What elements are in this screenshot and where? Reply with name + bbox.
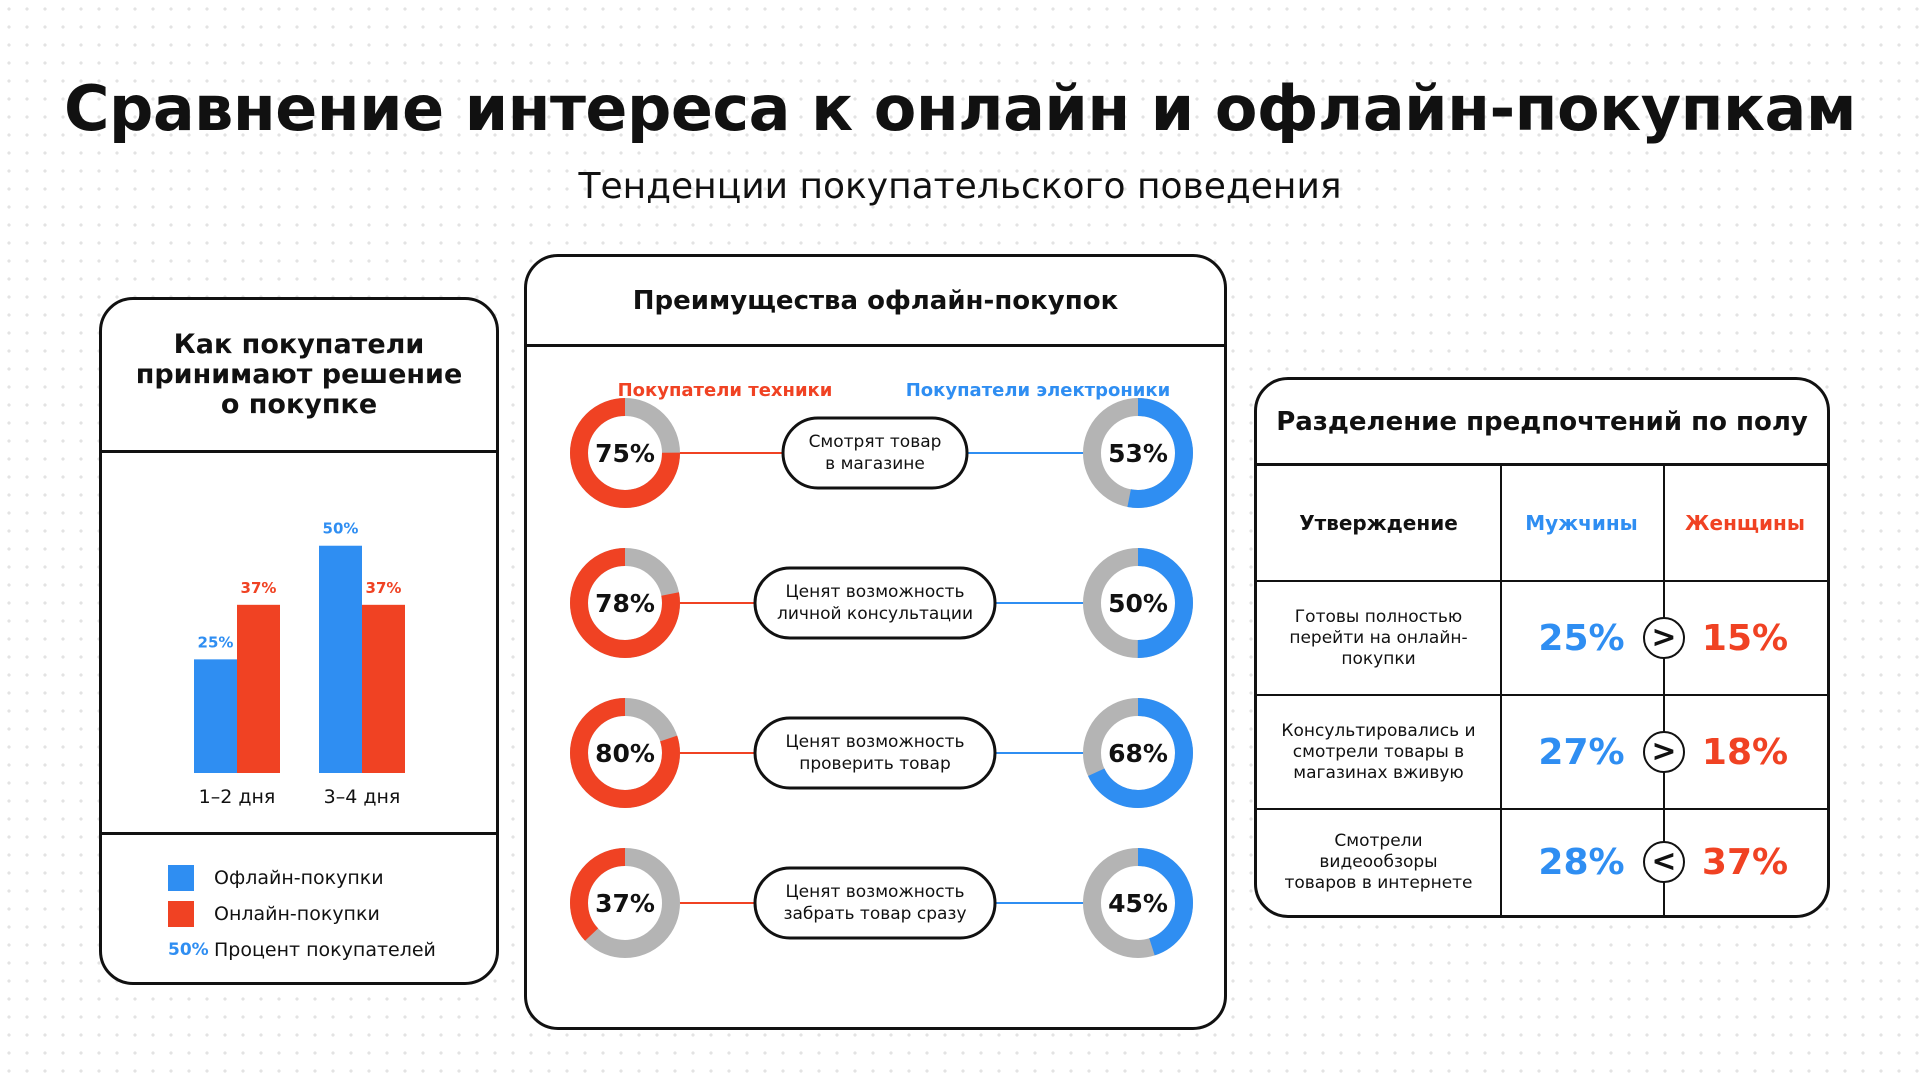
decision-card: Как покупатели принимают решение о покуп… xyxy=(99,297,499,985)
bar-online xyxy=(362,604,405,773)
table-cell-statement: Смотрели видеообзоры товаров в интернете xyxy=(1284,831,1473,893)
table-row-divider xyxy=(1257,808,1827,810)
benefit-pill xyxy=(781,416,969,490)
legend-swatch-online xyxy=(168,901,194,927)
legend-divider xyxy=(102,832,496,835)
right-group-label: Покупатели электроники xyxy=(906,380,1171,401)
page-subtitle: Тенденции покупательского поведения xyxy=(578,166,1342,207)
legend-pct-sample: 50% xyxy=(168,940,209,960)
legend-label-percent: Процент покупателей xyxy=(214,939,436,961)
table-cell-men: 28% xyxy=(1538,842,1625,883)
gender-card: Разделение предпочтений по полу Утвержде… xyxy=(1254,377,1830,918)
legend-item-online: Онлайн-покупки xyxy=(168,896,436,932)
benefit-label: Ценят возможность проверить товар xyxy=(785,732,964,774)
x-tick-label: 3–4 дня xyxy=(324,786,401,808)
legend-swatch-offline xyxy=(168,865,194,891)
bar-offline xyxy=(194,659,237,773)
col-header-statement: Утверждение xyxy=(1299,511,1458,535)
bar-offline xyxy=(319,545,362,773)
bar-online-label: 37% xyxy=(241,579,277,597)
bar-legend: Офлайн-покупки Онлайн-покупки 50% Процен… xyxy=(168,860,436,968)
compare-icon: > xyxy=(1643,617,1685,659)
benefit-pill xyxy=(753,716,997,790)
legend-label-online: Онлайн-покупки xyxy=(214,903,380,925)
left-donut-arc xyxy=(570,548,680,658)
right-donut-value: 53% xyxy=(1108,439,1168,468)
bar-offline-label: 50% xyxy=(323,520,359,538)
table-row-divider xyxy=(1257,580,1827,582)
legend-label-offline: Офлайн-покупки xyxy=(214,867,384,889)
table-row-divider xyxy=(1257,694,1827,696)
bar-offline-label: 25% xyxy=(198,633,234,651)
gender-card-title: Разделение предпочтений по полу xyxy=(1257,380,1827,466)
compare-icon: > xyxy=(1643,731,1685,773)
right-donut-arc xyxy=(1083,698,1193,808)
page-title: Сравнение интереса к онлайн и офлайн-пок… xyxy=(63,72,1857,145)
compare-icon: < xyxy=(1643,841,1685,883)
benefit-label: Ценят возможность личной консультации xyxy=(777,582,973,624)
table-cell-men: 25% xyxy=(1538,617,1625,659)
offline-benefits-card: Преимущества офлайн-покупок Покупатели т… xyxy=(524,254,1227,1030)
left-donut-value: 37% xyxy=(595,889,655,918)
legend-item-percent: 50% Процент покупателей xyxy=(168,932,436,968)
right-donut-value: 50% xyxy=(1108,589,1168,618)
table-cell-women: 37% xyxy=(1701,842,1789,883)
benefit-pill xyxy=(753,566,997,640)
table-cell-statement: Консультировались и смотрели товары в ма… xyxy=(1281,720,1476,783)
offline-benefits-chart: Покупатели техники Покупатели электроники… xyxy=(570,380,1193,958)
decision-card-title: Как покупатели принимают решение о покуп… xyxy=(102,300,496,453)
legend-item-offline: Офлайн-покупки xyxy=(168,860,436,896)
table-cell-men: 27% xyxy=(1538,731,1625,773)
benefit-pill xyxy=(753,866,997,940)
right-donut-arc xyxy=(1083,548,1193,658)
benefit-label: Ценят возможность забрать товар сразу xyxy=(783,882,966,924)
bar-online-label: 37% xyxy=(366,579,402,597)
left-donut-value: 80% xyxy=(595,739,655,768)
table-divider-2 xyxy=(1663,466,1665,915)
gender-table: Утверждение Мужчины Женщины Готовы полно… xyxy=(1257,380,1827,915)
left-group-label: Покупатели техники xyxy=(618,380,833,401)
benefit-label: Смотрят товар в магазине xyxy=(809,432,942,474)
table-cell-women: 15% xyxy=(1701,617,1789,659)
left-donut-arc xyxy=(570,698,680,808)
col-header-men: Мужчины xyxy=(1525,511,1638,535)
col-header-women: Женщины xyxy=(1685,511,1805,535)
left-donut-arc xyxy=(570,848,680,958)
right-donut-value: 68% xyxy=(1108,739,1168,768)
right-donut-arc xyxy=(1083,848,1193,958)
table-cell-women: 18% xyxy=(1701,731,1789,773)
table-divider-1 xyxy=(1500,466,1502,915)
table-cell-statement: Готовы полностью перейти на онлайн-покуп… xyxy=(1289,606,1468,669)
x-tick-label: 1–2 дня xyxy=(199,786,276,808)
right-donut-arc xyxy=(1083,398,1193,508)
bar-online xyxy=(237,604,280,773)
left-donut-value: 75% xyxy=(595,439,655,468)
left-donut-arc xyxy=(570,398,680,508)
offline-benefits-title: Преимущества офлайн-покупок xyxy=(527,257,1224,347)
left-donut-value: 78% xyxy=(595,589,655,618)
right-donut-value: 45% xyxy=(1108,889,1168,918)
decision-bar-chart: 25% 37% 1–2 дня 50% 37% 3–4 дня xyxy=(194,520,405,808)
